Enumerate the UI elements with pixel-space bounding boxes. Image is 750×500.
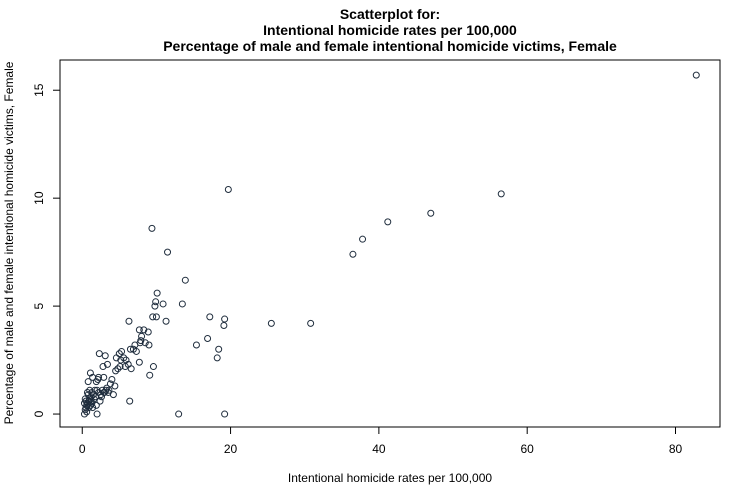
data-point	[385, 219, 391, 225]
data-point	[85, 379, 91, 385]
x-axis: 0 20 40 60 80	[79, 427, 683, 456]
chart-title-line-2: Intentional homicide rates per 100,000	[263, 22, 517, 38]
data-point	[147, 372, 153, 378]
data-point	[153, 314, 159, 320]
data-point	[136, 327, 142, 333]
data-point	[182, 277, 188, 283]
data-point	[152, 303, 158, 309]
data-point	[149, 225, 155, 231]
data-point	[176, 411, 182, 417]
data-point	[693, 72, 699, 78]
y-axis-label: Percentage of male and female intentiona…	[2, 61, 16, 424]
data-point	[128, 366, 134, 372]
x-axis-label: Intentional homicide rates per 100,000	[288, 471, 492, 485]
chart-title-line-3: Percentage of male and female intentiona…	[163, 38, 617, 54]
y-tick-label: 15	[32, 83, 46, 97]
data-point	[127, 398, 133, 404]
data-point	[222, 411, 228, 417]
data-point	[214, 355, 220, 361]
y-tick-label: 5	[32, 302, 46, 309]
data-point	[221, 323, 227, 329]
x-tick-label: 60	[521, 442, 535, 456]
data-point	[136, 359, 142, 365]
data-point	[193, 342, 199, 348]
data-point	[179, 301, 185, 307]
data-point	[150, 364, 156, 370]
y-tick-label: 0	[32, 410, 46, 417]
data-point	[94, 411, 100, 417]
y-tick-label: 10	[32, 191, 46, 205]
data-point	[163, 318, 169, 324]
data-point	[308, 320, 314, 326]
chart-title-line-1: Scatterplot for:	[340, 6, 440, 22]
data-point	[428, 210, 434, 216]
data-point	[268, 320, 274, 326]
x-tick-label: 40	[372, 442, 386, 456]
x-tick-label: 20	[224, 442, 238, 456]
x-tick-label: 80	[669, 442, 683, 456]
data-point	[165, 249, 171, 255]
data-point	[154, 290, 160, 296]
data-point	[96, 351, 102, 357]
data-point	[160, 301, 166, 307]
plot-frame	[60, 60, 720, 427]
data-point	[102, 353, 108, 359]
data-point	[216, 346, 222, 352]
data-point	[350, 251, 356, 257]
data-point	[360, 236, 366, 242]
data-point	[498, 191, 504, 197]
data-point	[225, 187, 231, 193]
data-point	[222, 316, 228, 322]
data-point	[126, 318, 132, 324]
x-tick-label: 0	[79, 442, 86, 456]
y-axis: 0 5 10 15	[32, 83, 60, 417]
data-point	[207, 314, 213, 320]
data-points	[81, 72, 699, 417]
data-point	[205, 335, 211, 341]
